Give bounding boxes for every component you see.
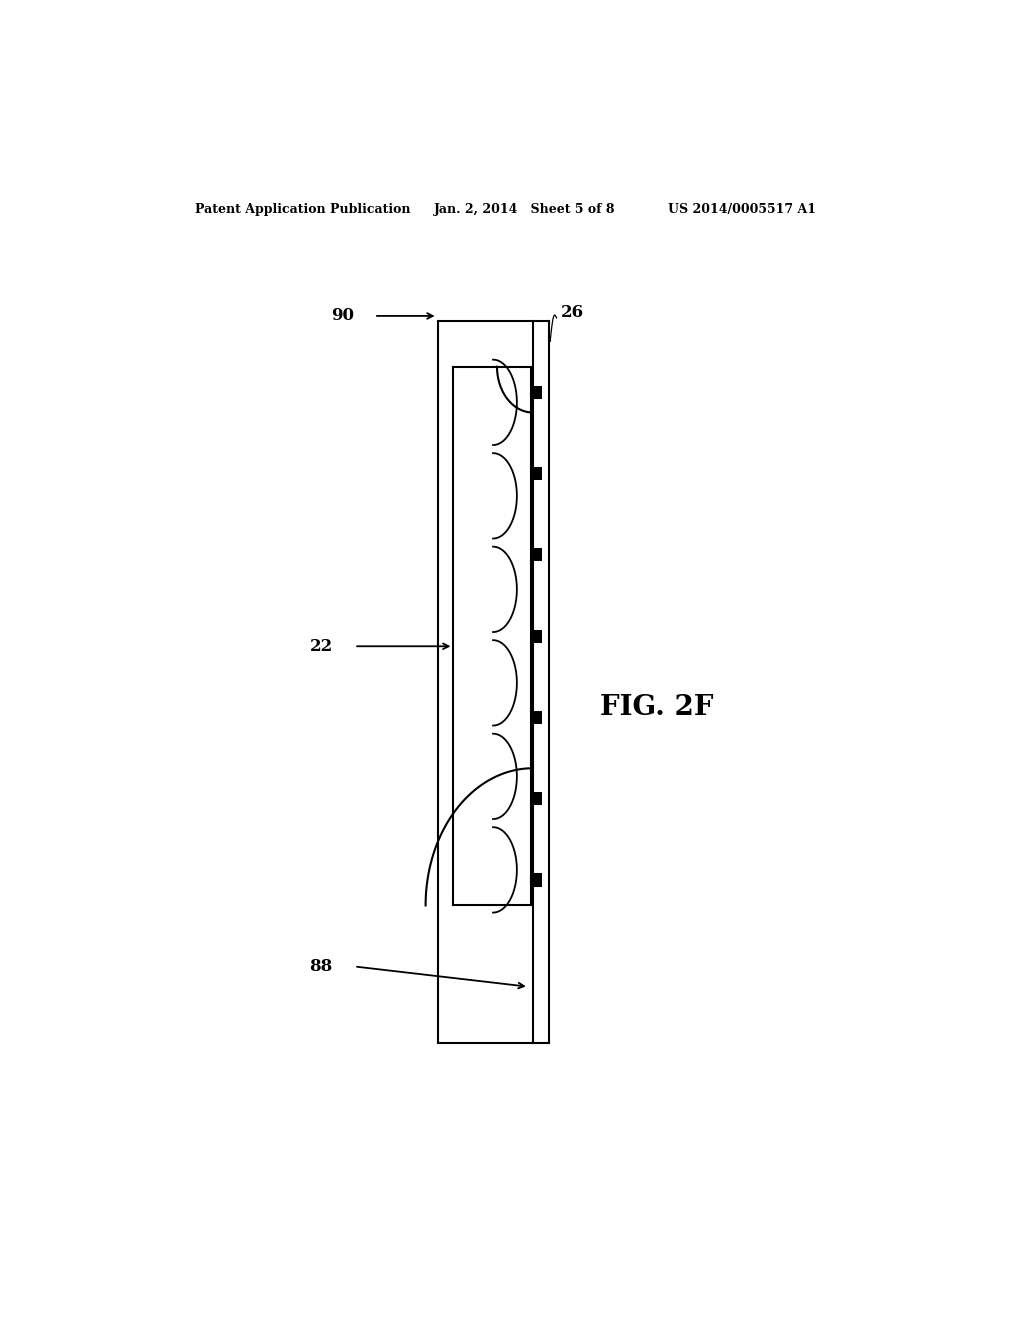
Text: 22: 22 bbox=[309, 638, 333, 655]
Text: 26: 26 bbox=[560, 305, 584, 321]
Text: FIG. 2F: FIG. 2F bbox=[600, 694, 714, 721]
Bar bbox=[531, 385, 543, 399]
Bar bbox=[531, 630, 543, 643]
Bar bbox=[531, 874, 543, 887]
Text: 90: 90 bbox=[331, 308, 354, 325]
Bar bbox=[531, 467, 543, 480]
Text: Patent Application Publication: Patent Application Publication bbox=[196, 203, 411, 216]
Text: 88: 88 bbox=[309, 958, 333, 975]
Bar bbox=[531, 710, 543, 725]
Text: US 2014/0005517 A1: US 2014/0005517 A1 bbox=[668, 203, 816, 216]
Bar bbox=[531, 792, 543, 805]
Bar bbox=[531, 548, 543, 561]
Text: Jan. 2, 2014   Sheet 5 of 8: Jan. 2, 2014 Sheet 5 of 8 bbox=[433, 203, 615, 216]
